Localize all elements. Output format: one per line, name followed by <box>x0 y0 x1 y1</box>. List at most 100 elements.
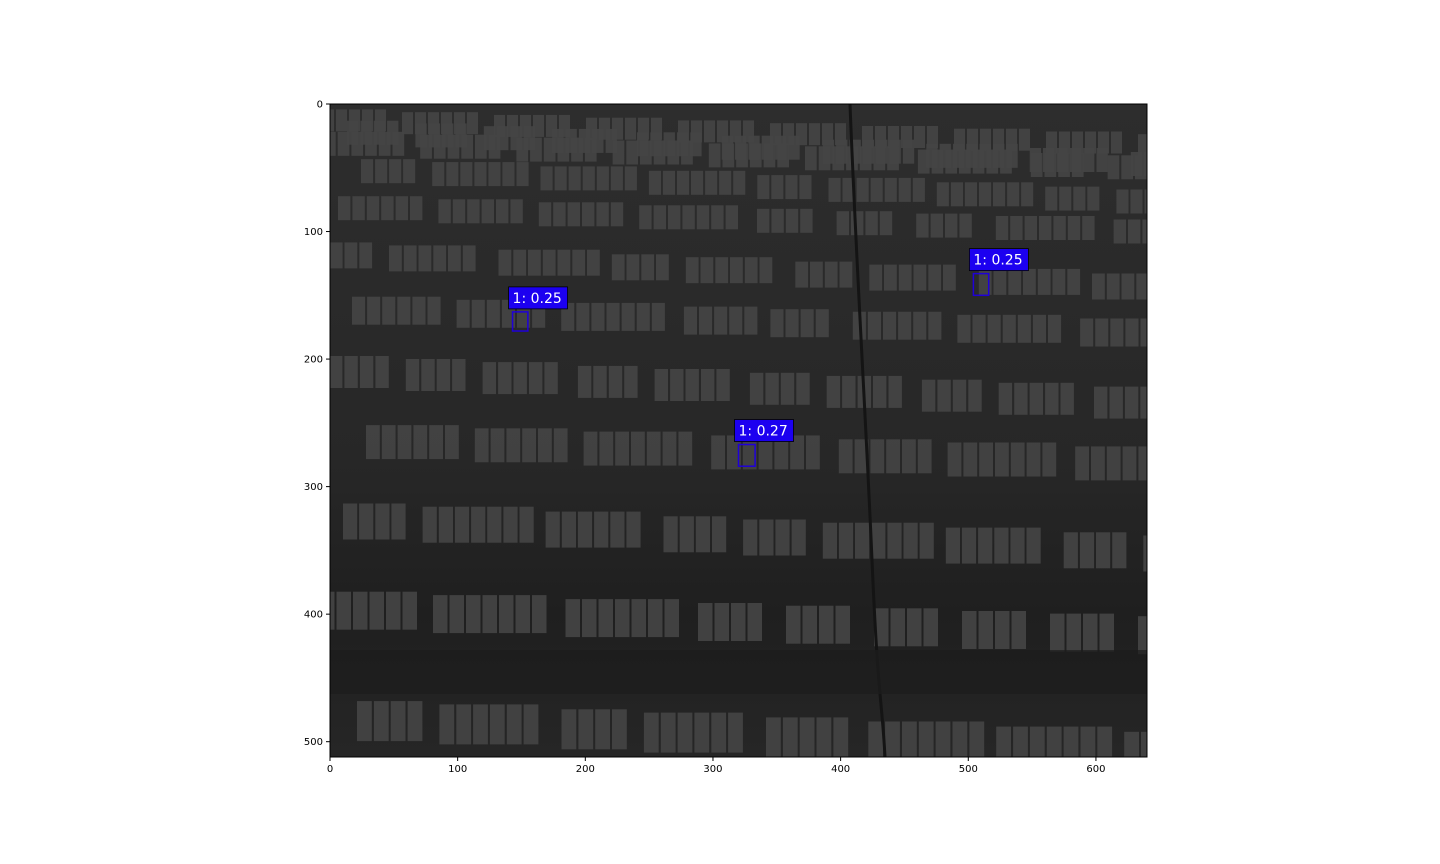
solar-panel <box>422 506 437 543</box>
vegetation-band <box>330 650 1147 694</box>
solar-panel <box>928 264 942 291</box>
axes-frame <box>329 103 1148 758</box>
detection-box <box>972 272 990 297</box>
solar-panel <box>482 362 496 395</box>
solar-panel <box>487 506 502 543</box>
solar-panel <box>749 143 762 168</box>
solar-panel <box>993 182 1006 207</box>
solar-panel <box>978 611 993 649</box>
solar-panel <box>898 264 912 291</box>
solar-panel <box>1042 442 1057 477</box>
solar-panel <box>467 199 480 224</box>
solar-panel <box>1099 613 1114 652</box>
solar-panel <box>488 134 501 159</box>
solar-panel <box>402 112 413 135</box>
solar-panel <box>979 442 993 477</box>
solar-panel <box>429 425 443 460</box>
solar-panel <box>653 205 666 230</box>
solar-panel <box>587 249 600 276</box>
solar-panel <box>681 140 693 165</box>
solar-panel <box>969 721 985 757</box>
solar-panel <box>438 199 451 224</box>
solar-panel <box>598 599 613 638</box>
solar-panel <box>410 196 423 221</box>
solar-panel <box>1140 318 1147 347</box>
solar-panel <box>610 166 623 191</box>
solar-panel <box>660 712 676 753</box>
solar-panel <box>1079 532 1095 569</box>
solar-panel <box>950 182 963 207</box>
solar-panel <box>855 522 870 559</box>
x-tick-label: 0 <box>327 764 333 775</box>
solar-panel <box>921 379 936 412</box>
detection[interactable]: 1: 0.25 <box>968 248 1029 297</box>
solar-panel <box>691 170 704 195</box>
solar-panel <box>1121 155 1133 180</box>
solar-panel <box>1192 536 1206 572</box>
solar-panel <box>375 356 389 388</box>
solar-panel <box>683 306 697 335</box>
solar-panel <box>561 511 576 548</box>
detection[interactable]: 1: 0.27 <box>734 419 794 467</box>
solar-panel <box>432 162 445 187</box>
detection-label-bg <box>968 248 1029 272</box>
solar-panel <box>582 599 597 638</box>
solar-panel <box>1116 189 1129 214</box>
solar-panel <box>1032 314 1046 343</box>
solar-panel <box>420 134 432 159</box>
solar-panel <box>1162 155 1174 179</box>
solar-panel <box>1046 726 1062 757</box>
solar-panel <box>842 375 856 408</box>
solar-panel <box>704 120 715 143</box>
solar-panel <box>1050 613 1065 652</box>
solar-panel <box>454 506 470 543</box>
solar-panel <box>1083 613 1098 652</box>
solar-panel <box>1092 273 1105 300</box>
solar-panel <box>952 721 968 757</box>
solar-panel <box>828 177 841 202</box>
solar-panel <box>928 311 942 340</box>
solar-panel <box>1192 732 1207 772</box>
solar-panel <box>838 522 854 559</box>
solar-panel <box>515 595 530 634</box>
detection-label-bg <box>508 286 568 310</box>
solar-panel <box>624 365 638 398</box>
solar-panel <box>362 109 373 132</box>
solar-panel <box>902 139 915 164</box>
solar-panel <box>413 425 428 460</box>
solar-panel <box>1176 536 1190 572</box>
solar-panel <box>496 199 509 224</box>
solar-panel <box>1156 387 1169 419</box>
solar-panel <box>1013 726 1028 757</box>
detection[interactable]: 1: 0.25 <box>508 286 568 332</box>
solar-panel <box>1225 732 1240 772</box>
solar-panel <box>700 257 714 284</box>
solar-panel <box>1171 220 1183 244</box>
solar-panel <box>538 428 552 463</box>
solar-panel <box>1184 152 1195 176</box>
solar-panel <box>367 296 381 325</box>
solar-panel <box>366 425 380 460</box>
solar-panel <box>330 131 336 156</box>
solar-panel <box>522 428 536 463</box>
solar-panel <box>631 431 645 466</box>
solar-panel <box>800 309 814 338</box>
solar-panel <box>530 137 542 162</box>
solar-panel <box>714 306 728 335</box>
solar-panel <box>646 431 661 466</box>
solar-panel <box>785 309 799 338</box>
solar-panel <box>533 114 544 137</box>
solar-panel <box>678 120 689 143</box>
solar-panel <box>357 701 372 742</box>
solar-panel <box>957 314 971 343</box>
solar-panel <box>993 268 1007 295</box>
solar-panel <box>961 527 977 564</box>
solar-panel <box>330 356 343 388</box>
solar-panel <box>663 516 678 553</box>
solar-panel <box>1019 128 1030 151</box>
solar-panel <box>978 527 993 564</box>
solar-panel <box>488 162 501 187</box>
solar-panel <box>727 435 741 470</box>
solar-panel <box>1075 446 1089 481</box>
